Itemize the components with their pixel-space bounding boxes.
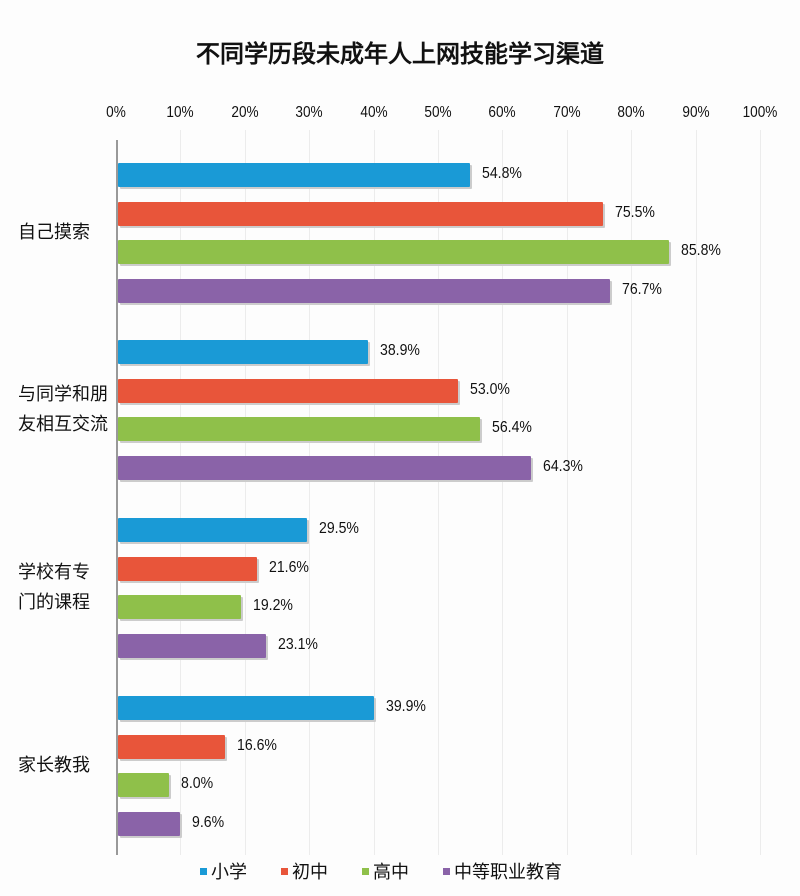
x-tick-label: 80% bbox=[617, 104, 645, 121]
legend-swatch bbox=[281, 867, 288, 875]
x-tick-label: 10% bbox=[166, 104, 195, 121]
gridline bbox=[180, 130, 182, 855]
legend-label: 小学 bbox=[211, 862, 247, 883]
chart-title: 不同学历段未成年人上网技能学习渠道 bbox=[196, 40, 604, 68]
x-tick-label: 70% bbox=[553, 104, 581, 121]
bar bbox=[118, 696, 375, 720]
bar bbox=[118, 811, 180, 836]
legend-item: 初中 bbox=[281, 858, 328, 884]
category-label: 家长教我 bbox=[18, 754, 90, 776]
value-label: 21.6% bbox=[268, 558, 309, 576]
legend-label: 中等职业教育 bbox=[454, 862, 562, 883]
value-label: 38.9% bbox=[379, 342, 420, 359]
x-tick-label: 30% bbox=[295, 104, 323, 121]
legend-item: 小学 bbox=[200, 858, 247, 884]
gridline bbox=[631, 130, 633, 855]
gridline bbox=[502, 130, 504, 855]
bar bbox=[118, 163, 470, 187]
value-label: 39.9% bbox=[386, 698, 427, 715]
x-tick-label: 90% bbox=[681, 104, 710, 121]
gridline bbox=[309, 130, 311, 855]
gridline bbox=[566, 130, 568, 855]
value-label: 54.8% bbox=[481, 165, 522, 182]
value-label: 85.8% bbox=[680, 242, 721, 259]
bar bbox=[118, 455, 531, 480]
value-label: 8.0% bbox=[181, 775, 214, 792]
category-label: 自己摸索 bbox=[18, 221, 90, 243]
bar bbox=[118, 417, 481, 441]
bar bbox=[118, 201, 603, 226]
bar bbox=[118, 278, 611, 303]
value-label: 23.1% bbox=[278, 635, 319, 653]
value-label: 64.3% bbox=[542, 457, 583, 475]
legend-label: 高中 bbox=[373, 862, 409, 883]
legend-swatch bbox=[362, 867, 369, 875]
bar bbox=[118, 378, 459, 403]
gridline bbox=[438, 130, 439, 855]
legend-item: 高中 bbox=[362, 858, 409, 884]
value-label: 76.7% bbox=[622, 280, 663, 298]
x-tick-label: 40% bbox=[359, 104, 388, 121]
y-axis-line bbox=[116, 140, 118, 855]
x-tick-label: 50% bbox=[424, 104, 452, 121]
legend-item: 中等职业教育 bbox=[443, 858, 562, 884]
bar bbox=[118, 633, 267, 658]
value-label: 56.4% bbox=[492, 419, 533, 436]
gridline bbox=[244, 130, 246, 855]
value-label: 19.2% bbox=[253, 597, 294, 614]
x-tick-label: 0% bbox=[106, 104, 126, 121]
bar bbox=[118, 556, 257, 581]
gridline bbox=[760, 130, 761, 855]
value-label: 53.0% bbox=[470, 380, 511, 398]
bar bbox=[118, 773, 170, 797]
value-label: 75.5% bbox=[614, 203, 655, 221]
legend: 小学 初中 高中 中等职业教育 bbox=[200, 858, 562, 884]
gridline bbox=[373, 130, 375, 855]
legend-swatch bbox=[200, 867, 207, 875]
gridline bbox=[695, 130, 697, 855]
bar bbox=[118, 734, 225, 759]
bar bbox=[118, 518, 308, 542]
x-tick-label: 60% bbox=[488, 104, 517, 121]
x-tick-label: 100% bbox=[742, 104, 778, 121]
category-label: 学校有专 门的课程 bbox=[18, 561, 90, 613]
bar bbox=[118, 240, 669, 264]
value-label: 29.5% bbox=[319, 520, 360, 537]
x-tick-label: 20% bbox=[231, 104, 259, 121]
bar bbox=[118, 595, 242, 619]
value-label: 16.6% bbox=[236, 736, 277, 754]
value-label: 9.6% bbox=[191, 813, 224, 831]
legend-swatch bbox=[443, 867, 450, 875]
category-label: 与同学和朋 友相互交流 bbox=[18, 383, 108, 435]
legend-label: 初中 bbox=[292, 862, 328, 883]
bar bbox=[118, 340, 368, 364]
